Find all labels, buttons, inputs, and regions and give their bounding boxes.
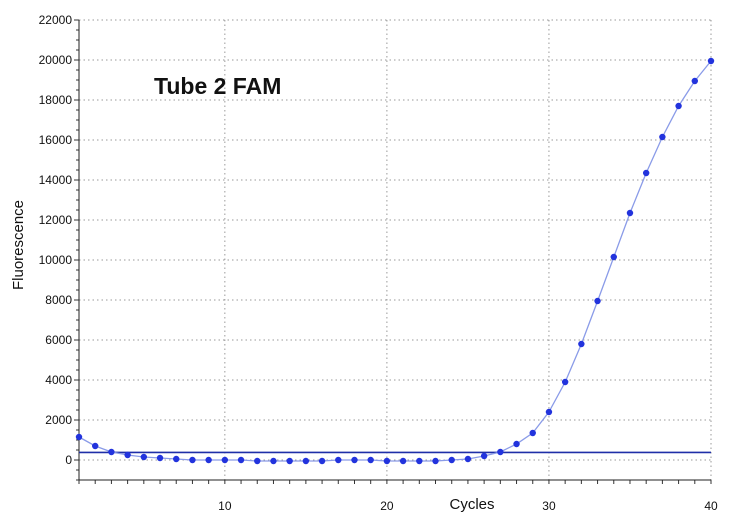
data-point (318, 457, 326, 465)
data-point (529, 429, 536, 437)
data-point (659, 133, 666, 141)
data-point (237, 456, 245, 464)
data-point (173, 455, 180, 463)
data-point (335, 456, 342, 464)
data-point (464, 455, 472, 463)
data-point (497, 448, 504, 456)
data-point (578, 340, 585, 348)
data-point (399, 457, 407, 465)
data-point (254, 457, 261, 465)
data-point (432, 457, 439, 465)
grid (79, 19, 712, 480)
data-point (205, 456, 212, 464)
y-tick-label: 8000 (45, 293, 72, 307)
data-point (189, 456, 196, 464)
data-point (626, 209, 634, 217)
x-tick-label: 20 (380, 499, 394, 513)
data-point (108, 448, 115, 456)
x-tick-label: 10 (218, 499, 232, 513)
y-tick-label: 10000 (39, 253, 73, 267)
y-tick-label: 22000 (39, 13, 73, 27)
axes (74, 19, 712, 484)
data-point (691, 77, 698, 85)
data-point (642, 169, 650, 177)
data-point (383, 457, 391, 465)
data-point (545, 408, 553, 416)
data-point (351, 456, 358, 464)
data-point (75, 433, 83, 441)
data-point (561, 378, 569, 386)
data-point (448, 456, 455, 464)
data-point (367, 456, 374, 464)
y-tick-label: 20000 (39, 53, 73, 67)
data-point (270, 457, 277, 465)
data-point (675, 102, 682, 110)
data-point (221, 456, 229, 464)
y-tick-label: 18000 (39, 93, 73, 107)
y-tick-label: 16000 (39, 133, 73, 147)
x-tick-label: 30 (542, 499, 556, 513)
series-line (78, 60, 712, 462)
data-point (156, 454, 164, 462)
data-point (416, 457, 423, 465)
data-point (286, 457, 293, 465)
data-point (610, 253, 617, 261)
y-tick-label: 12000 (39, 213, 73, 227)
tick-labels: 0 2000 4000 6000 8000 10000 12000 14000 16000 180… (39, 13, 718, 513)
series (75, 57, 715, 465)
data-point (513, 440, 520, 448)
data-point (707, 57, 715, 65)
y-tick-label: 14000 (39, 173, 73, 187)
data-point (594, 297, 601, 305)
y-tick-label: 0 (65, 453, 72, 467)
y-tick-label: 2000 (45, 413, 72, 427)
y-axis-title: Fluorescence (10, 200, 27, 290)
x-tick-label: 40 (704, 499, 718, 513)
chart-title: Tube 2 FAM (154, 73, 281, 99)
data-point (302, 457, 310, 465)
data-point (480, 452, 488, 460)
data-point (124, 451, 131, 459)
data-point (140, 453, 148, 461)
x-axis-title: Cycles (449, 496, 494, 513)
data-point (92, 442, 99, 450)
y-tick-label: 4000 (45, 373, 72, 387)
y-tick-label: 6000 (45, 333, 72, 347)
